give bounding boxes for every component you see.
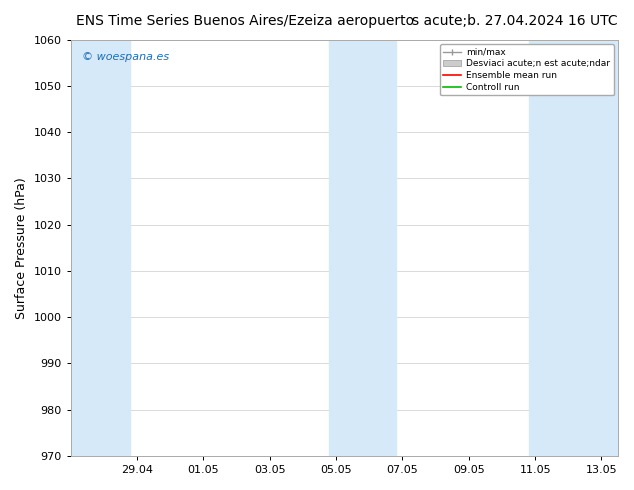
Bar	[71, 40, 131, 456]
Text: ENS Time Series Buenos Aires/Ezeiza aeropuerto: ENS Time Series Buenos Aires/Ezeiza aero…	[76, 14, 414, 28]
Bar	[529, 40, 595, 456]
Y-axis label: Surface Pressure (hPa): Surface Pressure (hPa)	[15, 177, 28, 318]
Text: s acute;b. 27.04.2024 16 UTC: s acute;b. 27.04.2024 16 UTC	[412, 14, 618, 28]
Bar	[330, 40, 396, 456]
Legend: min/max, Desviaci acute;n est acute;ndar, Ensemble mean run, Controll run: min/max, Desviaci acute;n est acute;ndar…	[440, 44, 614, 96]
Bar	[595, 40, 618, 456]
Text: © woespana.es: © woespana.es	[82, 52, 169, 62]
